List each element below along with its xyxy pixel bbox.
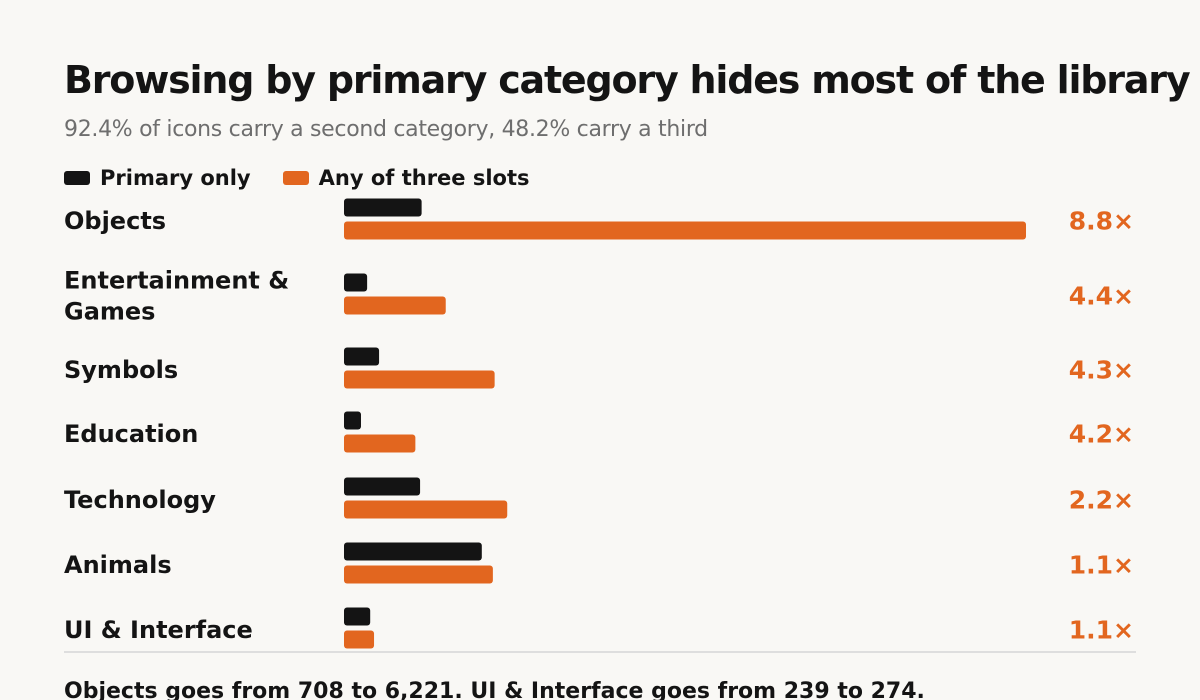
ratio-label: 4.3× — [1069, 356, 1134, 385]
bar-primary-only — [344, 347, 380, 366]
category-label: Symbols — [64, 356, 178, 384]
ratio-label: 8.8× — [1069, 207, 1134, 236]
bar-primary-only — [344, 273, 368, 292]
ratio-label: 1.1× — [1069, 551, 1134, 580]
legend-label-any: Any of three slots — [318, 166, 530, 190]
bar-primary-only — [344, 411, 361, 430]
category-label: UI & Interface — [64, 616, 253, 644]
chart-row: Entertainment & Games 4.4× — [64, 267, 1134, 326]
legend: Primary only Any of three slots — [64, 164, 562, 192]
bar-any-of-three — [344, 500, 508, 519]
bar-any-of-three — [344, 565, 493, 584]
ratio-label: 2.2× — [1069, 486, 1134, 515]
chart-row: Education 4.2× — [64, 411, 1134, 453]
legend-item-any: Any of three slots — [282, 164, 530, 192]
bar-any-of-three — [344, 370, 495, 389]
bar-primary-only — [344, 607, 371, 626]
category-label: Games — [64, 298, 155, 326]
bar-primary-only — [344, 542, 482, 561]
ratio-label: 4.2× — [1069, 420, 1134, 449]
bar-any-of-three — [344, 434, 416, 453]
ratio-label: 4.4× — [1069, 282, 1134, 311]
category-label: Entertainment & — [64, 267, 289, 295]
chart-row: Animals 1.1× — [64, 542, 1134, 584]
legend-label-primary: Primary only — [100, 166, 251, 190]
chart-row: Technology 2.2× — [64, 477, 1134, 519]
chart-title: Browsing by primary category hides most … — [64, 58, 1191, 102]
bar-primary-only — [344, 198, 422, 217]
chart-subtitle: 92.4% of icons carry a second category, … — [64, 117, 708, 142]
chart-row: Symbols 4.3× — [64, 347, 1134, 389]
category-label: Education — [64, 420, 198, 448]
bar-any-of-three — [344, 221, 1026, 240]
bar-primary-only — [344, 477, 421, 496]
chart-row: UI & Interface 1.1× — [64, 607, 1134, 649]
legend-swatch-primary — [64, 171, 90, 185]
footnote: Objects goes from 708 to 6,221. UI & Int… — [64, 679, 925, 700]
chart-row: Objects 8.8× — [64, 198, 1134, 240]
ratio-label: 1.1× — [1069, 616, 1134, 645]
bar-any-of-three — [344, 630, 375, 649]
bar-any-of-three — [344, 296, 446, 315]
legend-item-primary: Primary only — [64, 164, 251, 192]
legend-swatch-any — [282, 171, 309, 185]
category-label: Animals — [64, 551, 172, 579]
category-label: Technology — [64, 486, 216, 514]
category-label: Objects — [64, 207, 166, 235]
